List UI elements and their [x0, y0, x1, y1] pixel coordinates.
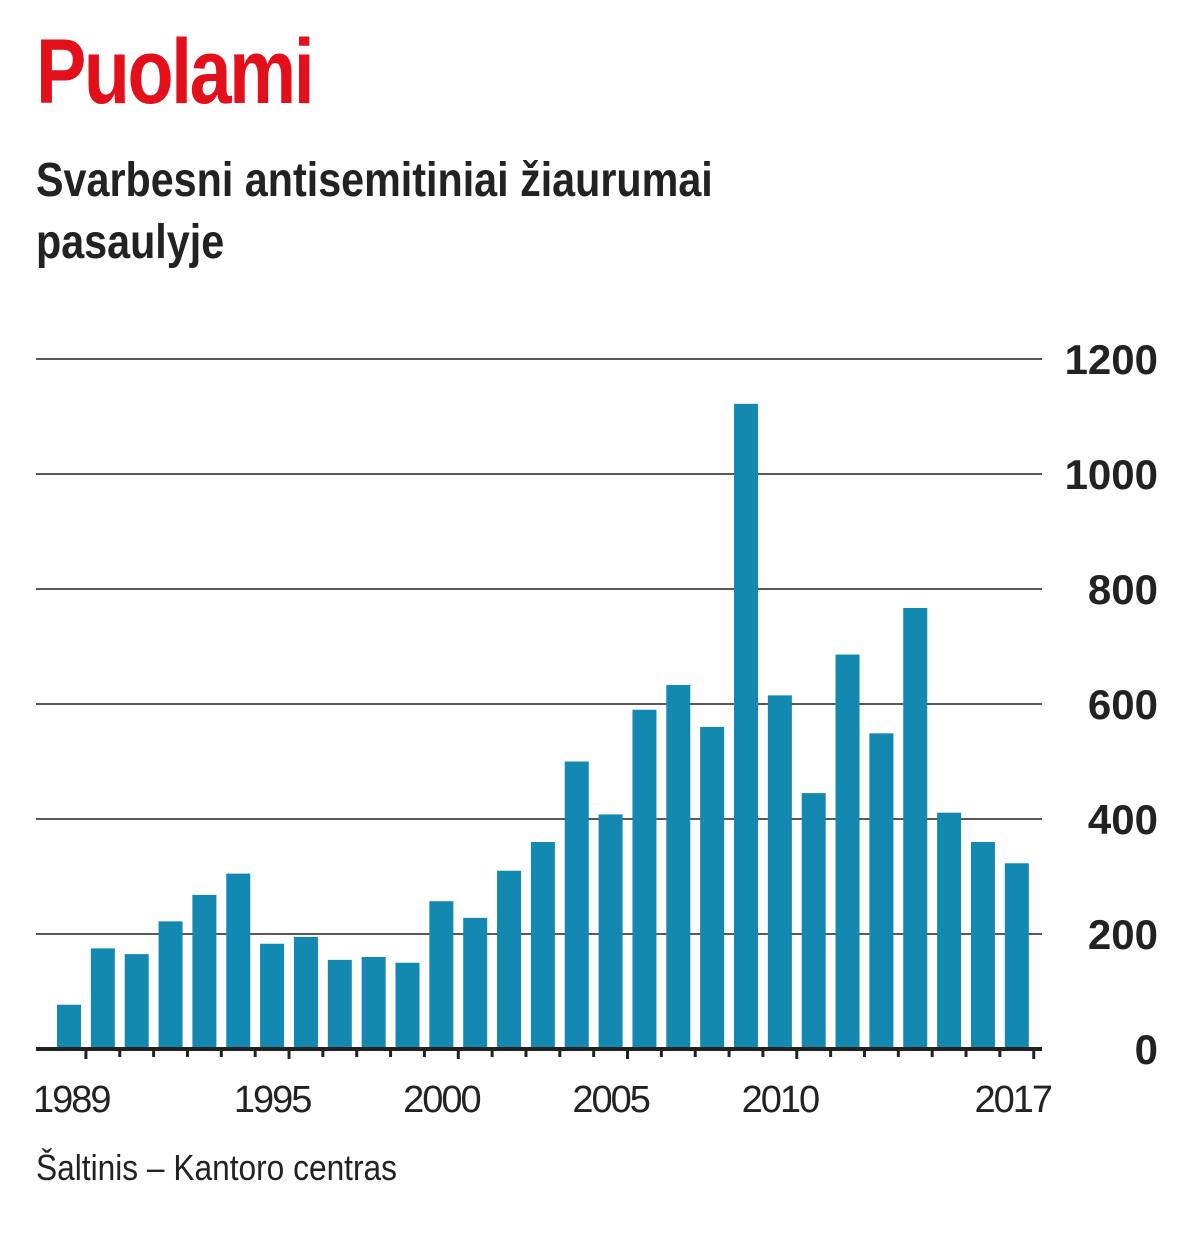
bar-2015: [937, 812, 962, 1049]
y-tick-label: 200: [1088, 911, 1158, 958]
bar-2009: [734, 403, 758, 1050]
bar-1992: [158, 921, 183, 1049]
x-tick-label: 2017: [975, 1079, 1052, 1121]
bar-2010: [767, 695, 792, 1049]
bar-2002: [497, 870, 522, 1049]
y-tick-label: 800: [1088, 566, 1158, 613]
bar-2003: [530, 842, 555, 1049]
bar-2007: [666, 685, 691, 1049]
bar-2004: [564, 761, 589, 1049]
x-tick-label: 2000: [403, 1079, 480, 1121]
y-tick-label: 1000: [1065, 451, 1158, 498]
bar-2016: [970, 842, 995, 1049]
y-tick-label: 1200: [1065, 336, 1158, 383]
bar-1991: [124, 954, 149, 1049]
x-tick-label: 2010: [742, 1079, 819, 1121]
chart-title: Puolami: [36, 21, 315, 123]
bar-2012: [835, 654, 860, 1049]
bar-2005: [598, 814, 623, 1049]
bar-1990: [90, 948, 115, 1049]
bar-2013: [869, 733, 894, 1049]
bar-1994: [226, 873, 251, 1049]
bar-1993: [192, 894, 217, 1049]
y-tick-labels: 0 200 400 600 800 1000 1200: [1065, 336, 1158, 1073]
bar-2006: [632, 709, 657, 1049]
bar-2000: [429, 901, 454, 1049]
bar-1995: [260, 943, 285, 1049]
source-note: Šaltinis – Kantoro centras: [36, 1147, 398, 1188]
y-tick-label: 0: [1135, 1026, 1158, 1073]
x-tick-label: 1989: [33, 1079, 110, 1121]
bar-1996: [293, 936, 318, 1049]
y-tick-label: 600: [1088, 681, 1158, 728]
x-tick-labels: 1989 1995 2000 2005 2010 2017: [33, 1079, 1054, 1121]
bar-2001: [463, 917, 488, 1049]
bar-1997: [327, 959, 352, 1049]
bar-2017: [1004, 863, 1029, 1049]
bar-1999: [395, 962, 420, 1049]
bar-2011: [801, 793, 826, 1049]
bars: [57, 403, 1029, 1050]
chart-subtitle: Svarbesni antisemitiniai žiaurumai pasau…: [36, 154, 713, 269]
y-tick-label: 400: [1088, 796, 1158, 843]
bar-1998: [361, 957, 386, 1049]
x-tick-label: 1995: [234, 1079, 311, 1121]
bar-1989: [57, 1004, 81, 1049]
bar-2008: [700, 727, 725, 1049]
x-tick-label: 2005: [572, 1079, 649, 1121]
x-axis: [36, 1047, 1042, 1059]
bar-2014: [903, 607, 928, 1049]
